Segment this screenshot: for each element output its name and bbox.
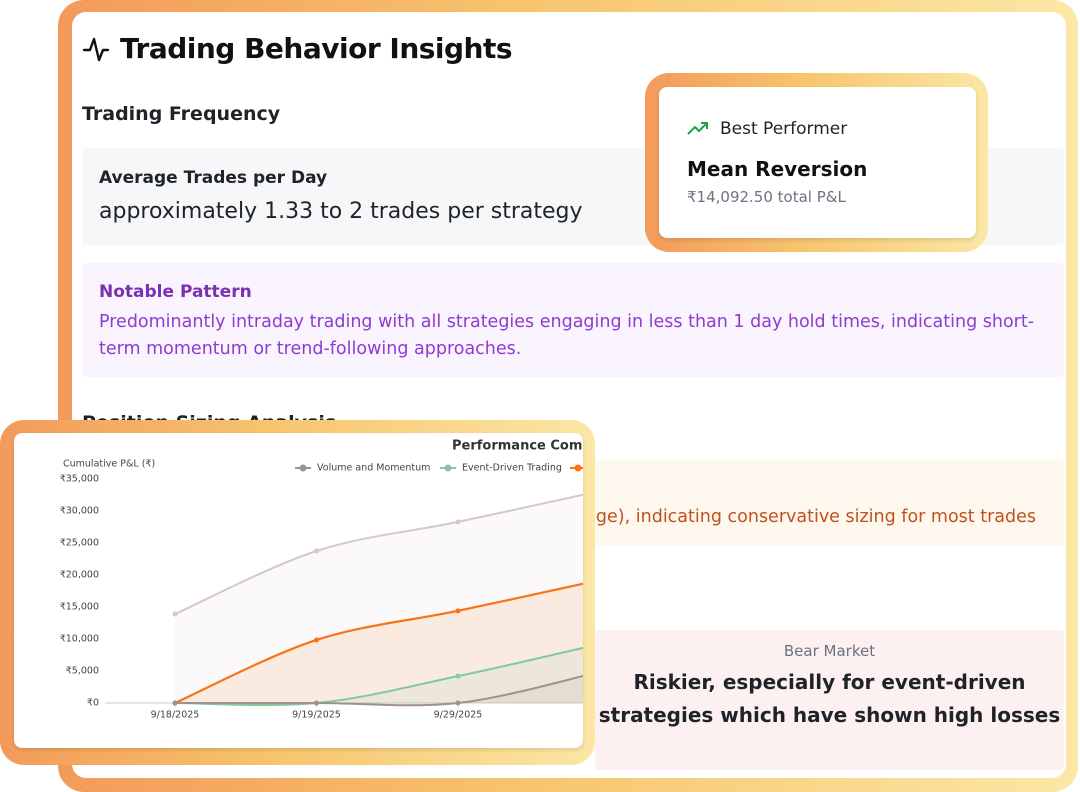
point xyxy=(455,519,461,525)
chart: Performance Compar Cumulative P&L (₹) ₹0… xyxy=(60,439,583,721)
x-tick-label: 9/29/2025 xyxy=(434,710,483,721)
pattern-text: Predominantly intraday trading with all … xyxy=(99,312,1035,359)
metric-label: Average Trades per Day xyxy=(99,168,328,188)
legend-marker xyxy=(574,464,582,472)
chart-card: Performance Compar Cumulative P&L (₹) ₹0… xyxy=(14,433,583,748)
performer-pnl: ₹14,092.50 total P&L xyxy=(687,188,846,206)
point xyxy=(172,700,178,706)
area xyxy=(175,494,583,703)
trend-icon xyxy=(687,122,708,135)
y-tick-label: ₹30,000 xyxy=(60,506,99,517)
legend-marker xyxy=(444,464,452,472)
line xyxy=(174,646,583,706)
area xyxy=(175,583,583,703)
point xyxy=(314,548,319,554)
market-label: Bear Market xyxy=(783,642,876,660)
sizing-text: erage), indicating conservative sizing f… xyxy=(567,507,1036,527)
pattern-heading: Notable Pattern xyxy=(99,282,252,302)
legend-label: Volume and Momentum xyxy=(317,463,430,474)
x-tick-label: 9/19/2025 xyxy=(292,710,341,721)
performer-label: Best Performer xyxy=(720,119,848,139)
performer-name: Mean Reversion xyxy=(687,157,868,181)
section-heading: Trading Frequency xyxy=(82,103,281,125)
point xyxy=(314,700,319,706)
y-tick-label: ₹35,000 xyxy=(60,474,99,485)
x-tick-label: 9/18/2025 xyxy=(151,710,200,721)
performer-card: Best Performer Mean Reversion ₹14,092.50… xyxy=(659,87,976,238)
y-tick-label: ₹20,000 xyxy=(60,570,99,581)
y-tick-label: ₹0 xyxy=(87,698,99,709)
line xyxy=(174,493,583,615)
area xyxy=(175,675,583,706)
legend-label: Event-Driven Trading xyxy=(462,463,562,474)
y-tick-label: ₹25,000 xyxy=(60,538,99,549)
y-tick-label: ₹10,000 xyxy=(60,634,99,645)
line xyxy=(174,582,583,705)
point xyxy=(455,608,461,614)
pulse-icon xyxy=(82,37,110,62)
page-title: Trading Behavior Insights xyxy=(120,32,513,65)
area xyxy=(175,647,583,705)
y-tick-label: ₹5,000 xyxy=(66,666,99,677)
y-tick-label: ₹15,000 xyxy=(60,602,99,613)
line xyxy=(175,674,583,707)
point xyxy=(314,637,319,643)
point xyxy=(455,700,461,706)
metric-value: approximately 1.33 to 2 trades per strat… xyxy=(99,199,583,224)
pattern-box: Notable Pattern Predominantly intraday t… xyxy=(82,263,1064,377)
legend-marker xyxy=(299,464,307,472)
point xyxy=(172,611,178,617)
point xyxy=(455,673,461,679)
chart-title: Performance Compar xyxy=(452,439,583,454)
market-text: Riskier, especially for event-driven str… xyxy=(598,670,1061,727)
market-box: Bear Market Riskier, especially for even… xyxy=(595,630,1064,770)
y-axis-label: Cumulative P&L (₹) xyxy=(63,459,155,470)
